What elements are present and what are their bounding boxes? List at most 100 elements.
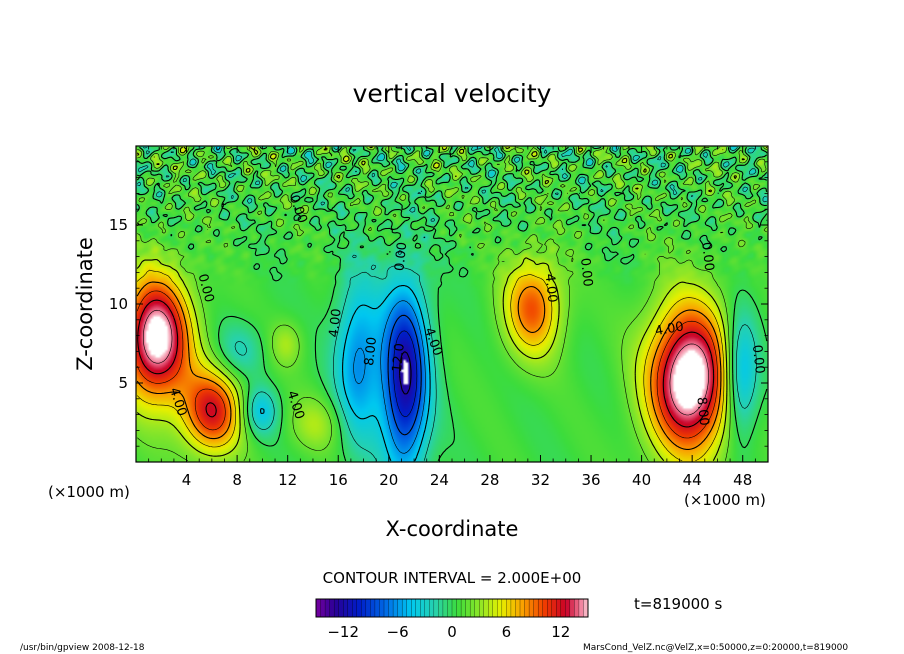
x-tick-label: 16 [329, 471, 348, 489]
plot-area: 4.00 4.004.008.00 12.0 4.000.004.000.000.00… [135, 145, 769, 463]
footer-left: /usr/bin/gpview 2008-12-18 [20, 643, 145, 653]
colorbar-tick-label: 12 [551, 623, 570, 641]
contour-interval: CONTOUR INTERVAL = 2.000E+00 [323, 569, 582, 587]
colorbar-cell [379, 598, 385, 618]
x-tick-label: 12 [278, 471, 297, 489]
contour-lines [136, 146, 768, 462]
colorbar-cell [510, 598, 516, 618]
contour-line [136, 281, 722, 450]
colorbar-cell [411, 598, 417, 618]
contour-line [136, 269, 725, 462]
chart-title: vertical velocity [353, 79, 552, 108]
colorbar-cell [392, 598, 399, 618]
colorbar-cell [574, 598, 580, 618]
colorbar-tick-label: −12 [327, 623, 359, 641]
colorbar-cell [465, 598, 471, 618]
x-tick-label: 4 [182, 471, 192, 489]
x-tick-label: 32 [531, 471, 550, 489]
colorbar-cell [528, 598, 535, 618]
footer-right: MarsCond_VelZ.nc@VelZ,x=0:50000,z=0:2000… [583, 643, 848, 653]
colorbar-cell [547, 598, 553, 618]
colorbar-ticks: −12 −6 0 6 12 [327, 623, 570, 641]
contour-line [387, 314, 422, 436]
colorbar-cell [397, 598, 403, 618]
colorbar-cell [347, 598, 353, 618]
contour-line [136, 290, 718, 439]
colorbar-cell [524, 598, 530, 618]
contour-label: 4.00 [327, 308, 345, 338]
colorbar-cell [420, 598, 426, 618]
colorbar-cell [519, 598, 525, 618]
contour-line [137, 146, 767, 461]
contour-line [399, 351, 412, 395]
colorbar-cell [442, 598, 448, 618]
x-tick-label: 36 [581, 471, 600, 489]
colorbar-cell [551, 598, 557, 618]
contour-label: 0.00 [577, 257, 595, 287]
colorbar-cell [569, 598, 575, 618]
contour-label: 4.00 [542, 273, 560, 303]
colorbar-cell [406, 598, 412, 618]
colorbar-cell [474, 598, 480, 618]
x-tick-label: 44 [683, 471, 702, 489]
x-tick-label: 48 [733, 471, 752, 489]
y-tick-label: 10 [109, 295, 128, 313]
contour-line [136, 146, 768, 462]
colorbar-cell [315, 598, 321, 618]
colorbar-cell [324, 598, 331, 618]
colorbar-cell [383, 598, 389, 618]
colorbar-cell [578, 598, 584, 618]
colorbar-cell [492, 598, 498, 618]
colorbar-cell [361, 598, 367, 618]
colorbar-cell [506, 598, 512, 618]
colorbar: −12 −6 0 6 12 [315, 598, 589, 641]
colorbar-cell [401, 598, 408, 618]
x-unit-left: (×1000 m) [48, 483, 130, 501]
colorbar-cell [533, 598, 539, 618]
colorbar-cell [433, 598, 439, 618]
x-tick-label: 8 [232, 471, 242, 489]
colorbar-cell [352, 598, 358, 618]
contour-line [143, 309, 709, 416]
colorbar-cell [560, 598, 566, 618]
velocity-field [136, 146, 768, 462]
colorbar-cell [483, 598, 489, 618]
colorbar-cell [429, 598, 435, 618]
x-tick-label: 20 [379, 471, 398, 489]
colorbar-cell [329, 598, 335, 618]
contour-labels: 4.00 4.004.008.00 12.0 4.000.004.000.000.00… [166, 193, 767, 427]
x-unit-right: (×1000 m) [684, 491, 766, 509]
contour-label: 0.00 [195, 272, 217, 304]
colorbar-cell [456, 598, 462, 618]
colorbar-cell [356, 598, 362, 618]
contour-label: 0.00 [698, 241, 716, 271]
contour-line [136, 146, 767, 462]
colorbar-cell [388, 598, 394, 618]
colorbar-cell [365, 598, 371, 618]
y-tick-label: 5 [118, 374, 128, 392]
colorbar-cell [374, 598, 380, 618]
colorbar-tick-label: 6 [502, 623, 512, 641]
contour-line [137, 299, 715, 428]
x-tick-label: 24 [430, 471, 449, 489]
colorbar-cell [542, 598, 548, 618]
colorbar-cell [488, 598, 494, 618]
contour-label: 12.0 [390, 343, 408, 373]
y-axis-ticks: 5 10 15 [109, 161, 768, 447]
contour-label: 8.00 [362, 336, 380, 366]
colorbar-cell [515, 598, 521, 618]
x-tick-label: 40 [632, 471, 651, 489]
contour-label: 0.00 [749, 344, 767, 374]
colorbar-cell [447, 598, 453, 618]
y-tick-label: 15 [109, 216, 128, 234]
colorbar-cell [460, 598, 467, 618]
colorbar-tick-label: −6 [387, 623, 409, 641]
colorbar-cell [438, 598, 444, 618]
colorbar-cell [556, 598, 562, 618]
x-axis-ticks: 4 8 12 16 20 24 28 32 36 40 44 48 [148, 146, 756, 489]
colorbar-cell [497, 598, 503, 618]
x-axis-label: X-coordinate [386, 517, 519, 541]
colorbar-cell [469, 598, 476, 618]
colorbar-cell [565, 598, 571, 618]
